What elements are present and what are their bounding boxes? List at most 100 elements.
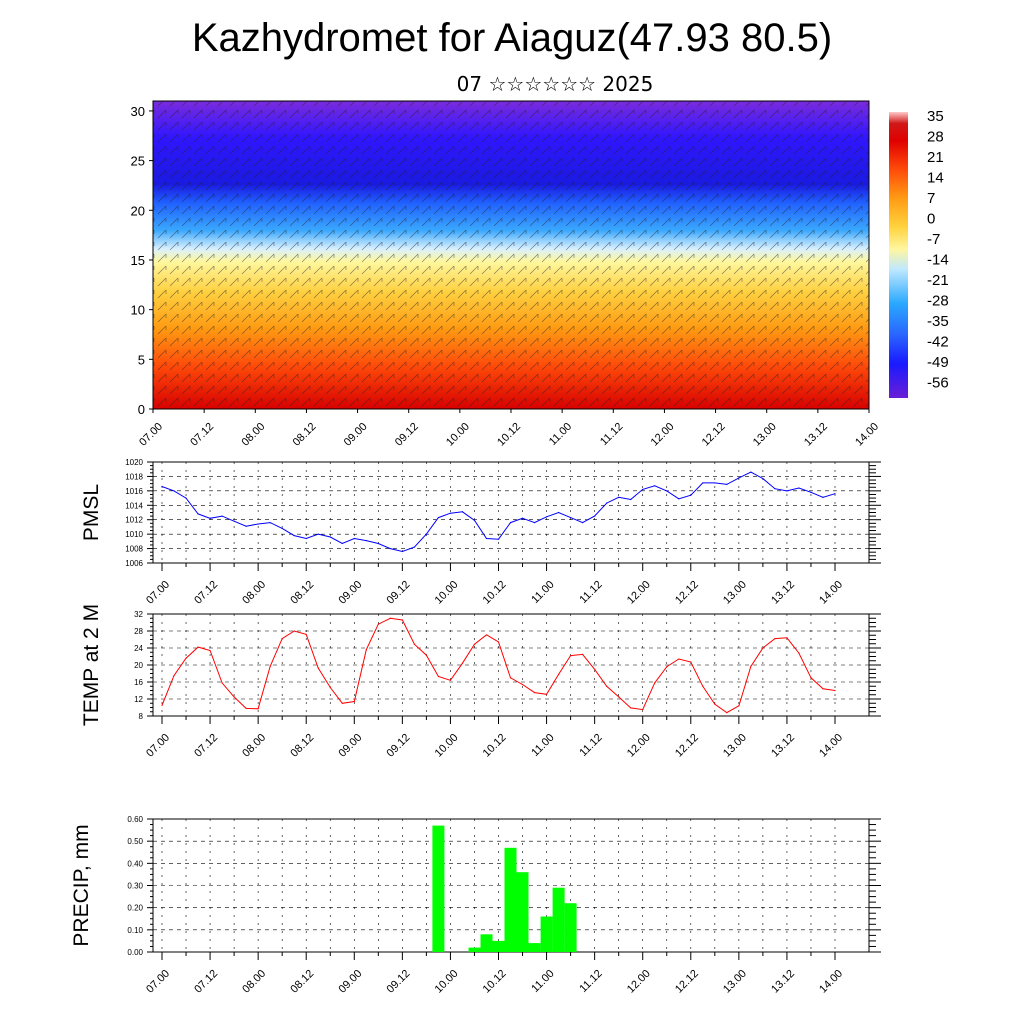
temp-data-point: [221, 682, 223, 684]
y-tick-label: 20: [131, 203, 145, 218]
pmsl-data-point: [606, 502, 608, 504]
x-tick-label: 13.00: [721, 732, 749, 760]
colorbar-label: 7: [927, 190, 935, 207]
temp-data-point: [389, 617, 391, 619]
temp-data-point: [413, 643, 415, 645]
precip-bar: [480, 934, 493, 952]
x-tick-label: 11.12: [577, 732, 604, 759]
x-tick-label: 09.12: [385, 968, 413, 996]
temp-data-point: [425, 654, 427, 656]
colorbar-label: 14: [927, 170, 944, 187]
temp-data-point: [293, 630, 295, 632]
pmsl-data-point: [570, 516, 572, 519]
pmsl-data-point: [557, 511, 560, 514]
x-tick-label: 08.00: [239, 421, 267, 449]
temp-data-point: [365, 649, 367, 651]
cross-section-x-axis: 07.00 07.12 08.00 08.12 09.00 09.12 10.00 10.12…: [137, 409, 881, 449]
temp-data-point: [594, 668, 596, 670]
y-tick-label: 24: [134, 644, 143, 653]
x-tick-label: 11.12: [577, 579, 604, 606]
pmsl-data-point: [690, 494, 692, 496]
temp-data-point: [690, 661, 692, 663]
colorbar-label: -56: [927, 375, 949, 392]
temp-data-point: [353, 700, 355, 703]
temp-data-point: [341, 702, 343, 704]
temp-data-point: [678, 658, 680, 660]
x-tick-label: 14.00: [817, 968, 845, 996]
y-tick-label: 28: [134, 627, 143, 636]
pmsl-data-point: [461, 511, 464, 513]
wind-barbs-layer: [153, 101, 869, 409]
precip-bar: [504, 847, 517, 952]
y-tick-label: 1006: [125, 559, 143, 568]
temp-data-point: [714, 703, 716, 705]
x-tick-label: 14.00: [817, 732, 845, 760]
y-tick-label: 1010: [125, 530, 143, 539]
temp-data-point: [185, 657, 187, 659]
precip-bar: [528, 943, 541, 952]
pmsl-data-point: [810, 491, 812, 493]
temp-data-point: [305, 633, 307, 636]
x-tick-label: 11.00: [547, 421, 574, 448]
temp-data-point: [317, 667, 319, 669]
y-tick-label: 20: [134, 661, 143, 670]
y-tick-label: 0.50: [127, 837, 143, 846]
y-tick-label: 0.10: [127, 926, 143, 935]
cross-section-y-axis: 0 5 10 15 20 25 30: [131, 104, 153, 417]
x-tick-label: 09.00: [342, 421, 370, 449]
pmsl-data-point: [630, 498, 632, 501]
colorbar-label: 35: [927, 108, 944, 125]
precip-bar: [432, 825, 445, 952]
x-tick-label: 07.12: [192, 579, 220, 607]
x-tick-label: 07.12: [188, 421, 216, 449]
colorbar-labels: 35 28 21 14 7 0 -7 -14 -21 -28 -35 -42 -49 -56: [927, 108, 949, 392]
temp-data-point: [473, 643, 476, 645]
pmsl-data-point: [786, 490, 788, 492]
x-tick-label: 09.00: [336, 579, 364, 607]
x-tick-label: 12.00: [625, 732, 653, 760]
x-tick-label: 09.12: [393, 421, 421, 449]
pmsl-data-point: [702, 482, 704, 484]
x-tick-label: 11.00: [529, 579, 556, 606]
temp-data-point: [245, 707, 247, 709]
x-tick-label: 11.00: [529, 968, 556, 995]
pmsl-data-point: [449, 512, 452, 514]
temp-data-point: [437, 675, 440, 678]
x-tick-label: 12.00: [625, 968, 653, 996]
x-tick-label: 13.00: [721, 579, 749, 607]
pmsl-data-point: [642, 488, 644, 491]
pmsl-data-point: [485, 537, 488, 540]
temp-data-point: [582, 653, 584, 655]
x-tick-label: 13.00: [751, 421, 779, 449]
colorbar-label: -35: [927, 313, 949, 330]
x-tick-label: 08.12: [288, 732, 316, 760]
pmsl-data-point: [678, 498, 680, 500]
x-tick-label: 13.12: [769, 968, 797, 996]
x-tick-label: 12.12: [673, 968, 701, 996]
pmsl-data-point: [774, 488, 776, 490]
temp-data-point: [509, 677, 512, 679]
temp-data-point: [209, 649, 211, 652]
pmsl-data-point: [437, 516, 440, 519]
x-tick-label: 13.12: [802, 421, 830, 449]
x-tick-label: 11.12: [577, 968, 604, 995]
pmsl-data-point: [798, 487, 800, 489]
x-tick-label: 07.00: [144, 732, 172, 760]
pmsl-data-point: [413, 546, 415, 548]
x-tick-label: 07.00: [144, 968, 172, 996]
y-tick-label: 25: [131, 154, 145, 169]
pmsl-data-point: [726, 483, 728, 485]
pmsl-data-point: [545, 516, 548, 518]
colorbar-gradient: [889, 112, 908, 398]
precip-panel: 0.00 0.10 0.20 0.30 0.40 0.50 0.60 07.00 07.12 08…: [70, 815, 881, 996]
x-tick-label: 10.12: [481, 968, 509, 996]
plot-area: [152, 461, 870, 564]
x-tick-label: 08.12: [288, 968, 316, 996]
y-tick-label: 8: [139, 712, 144, 721]
temp-data-point: [798, 652, 800, 654]
x-tick-label: 10.00: [444, 421, 472, 449]
pmsl-data-point: [305, 537, 307, 540]
colorbar-label: -21: [927, 272, 949, 289]
colorbar-label: -14: [927, 252, 949, 269]
pmsl-data-point: [521, 517, 524, 519]
